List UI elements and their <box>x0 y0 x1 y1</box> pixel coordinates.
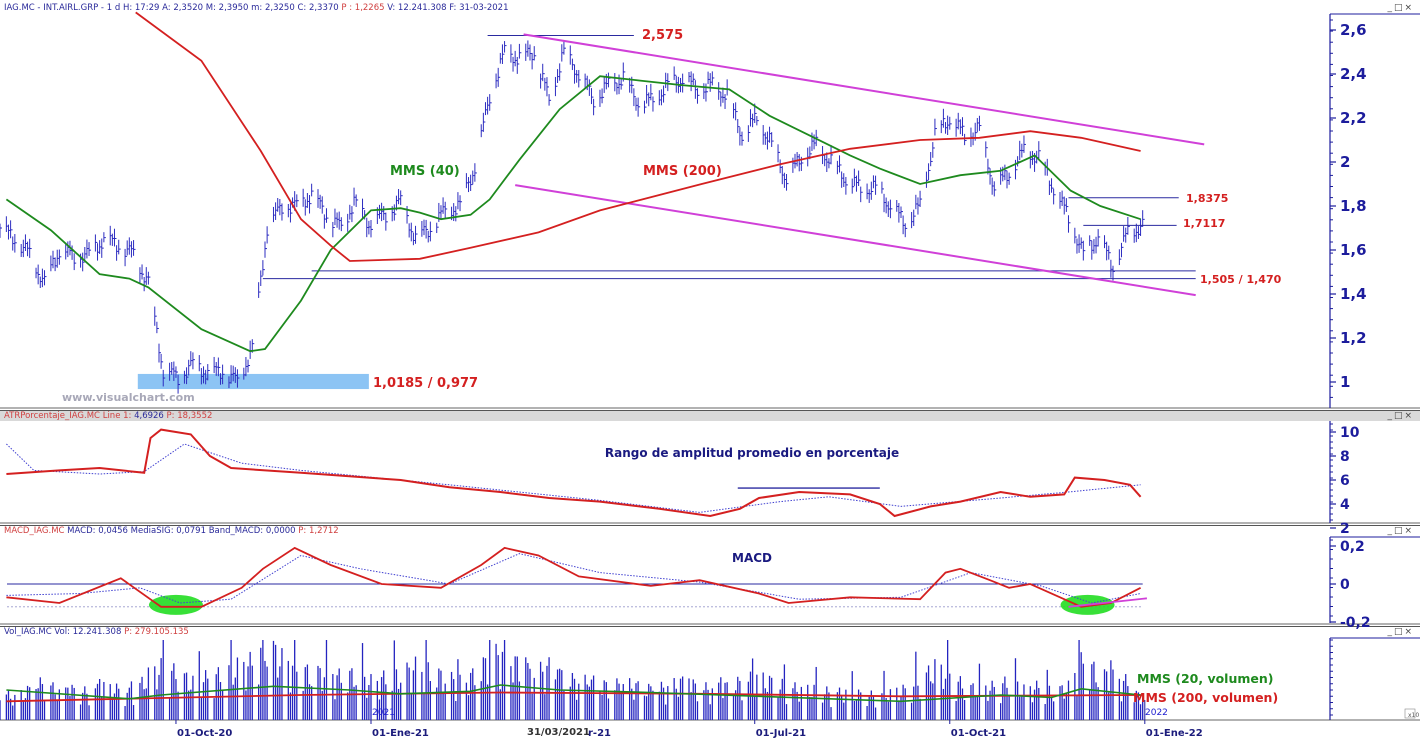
atr-signal-line <box>6 443 1141 513</box>
minimize-icon[interactable]: _ <box>1387 411 1394 421</box>
macd-name: MACD_IAG.MC <box>4 526 65 536</box>
y-tick-label: 0,2 <box>1340 539 1365 555</box>
y-tick-label: 2 <box>1340 153 1350 171</box>
date-label: F: 31-03-2021 <box>449 3 509 13</box>
macd-signal: MediaSIG: 0,0791 <box>130 526 206 536</box>
y-tick-label: 2,4 <box>1340 65 1367 83</box>
period-label: 1 d <box>106 3 121 13</box>
mms200-line <box>135 11 1141 262</box>
year-mark-2022: 2022 <box>1145 708 1168 718</box>
y-tick-label: 10 <box>1340 425 1360 441</box>
close-icon[interactable]: × <box>1404 3 1414 13</box>
volume-label: V: 12.241.308 <box>387 3 447 13</box>
minimize-icon[interactable]: _ <box>1387 627 1394 637</box>
vol-mms20-label: MMS (20, volumen) <box>1137 671 1273 686</box>
vol-p: P: 279.105.135 <box>124 627 189 637</box>
symbol-label: IAG.MC - INT.AIRL.GRP - <box>4 3 105 13</box>
maximize-icon[interactable]: □ <box>1393 3 1405 13</box>
mms40-label: MMS (40) <box>390 164 460 179</box>
watermark: www.visualchart.com <box>62 391 195 404</box>
x-tick-label: 01-Oct-20 <box>177 728 232 739</box>
y-tick-label: 4 <box>1340 497 1350 513</box>
y-tick-label: 1,6 <box>1340 241 1367 259</box>
mms40-line <box>5 75 1141 353</box>
y-tick-label: 2 <box>1340 521 1350 537</box>
maximize-icon[interactable]: □ <box>1393 411 1405 421</box>
macd-panel-header: MACD_IAG.MC MACD: 0,0456 MediaSIG: 0,079… <box>0 525 1420 536</box>
y-tick-label: -0,2 <box>1340 615 1371 631</box>
vol-mms200-label: MMS (200, volumen) <box>1133 690 1278 705</box>
atr-panel-header: ATRPorcentaje_IAG.MC Line 1: 4,6926 P: 1… <box>0 410 1420 421</box>
vol-value: Vol: 12.241.308 <box>54 627 122 637</box>
atr-line-value: 4,6926 <box>134 411 164 421</box>
macd-band: Band_MACD: 0,0000 <box>208 526 296 536</box>
close-icon[interactable]: × <box>1404 627 1414 637</box>
y-tick-label: 0 <box>1340 577 1350 593</box>
y-tick-label: 1 <box>1340 373 1350 391</box>
maximize-icon[interactable]: □ <box>1393 627 1405 637</box>
atr-line-label: Line 1: <box>102 411 132 421</box>
macd-value: MACD: 0,0456 <box>67 526 128 536</box>
y-tick-label: 2,2 <box>1340 109 1367 127</box>
level-label-2575: 2,575 <box>642 28 683 43</box>
close-icon[interactable]: × <box>1404 526 1414 536</box>
atr-title: Rango de amplitud promedio en porcentaje <box>605 446 899 460</box>
minimize-icon[interactable]: _ <box>1387 526 1394 536</box>
open-label: A: 2,3520 <box>162 3 204 13</box>
multiplier-badge-box <box>1404 708 1416 719</box>
close-label: C: 2,3370 <box>297 3 339 13</box>
channel-upper-line <box>523 33 1205 146</box>
window-controls[interactable]: _□× <box>1387 526 1414 537</box>
macd-p: P: 1,2712 <box>298 526 339 536</box>
vol-mms200-line <box>6 691 1141 703</box>
vol-mms20-line <box>6 684 1141 703</box>
level-label-support: 1,505 / 1,470 <box>1200 273 1282 286</box>
macd-line <box>6 546 1142 608</box>
close-icon[interactable]: × <box>1404 411 1414 421</box>
support-zone-label: 1,0185 / 0,977 <box>373 376 478 391</box>
maximize-icon[interactable]: □ <box>1393 526 1405 536</box>
volume-panel-header: Vol_IAG.MC Vol: 12.241.308 P: 279.105.13… <box>0 626 1420 637</box>
macd-highlight-ellipse <box>148 594 203 615</box>
level-label-17117: 1,7117 <box>1183 217 1225 230</box>
vol-name: Vol_IAG.MC <box>4 627 52 637</box>
x-tick-label: 01-Oct-21 <box>951 728 1006 739</box>
y-tick-label: 8 <box>1340 449 1350 465</box>
minimize-icon[interactable]: _ <box>1387 3 1394 13</box>
y-tick-label: 6 <box>1340 473 1350 489</box>
cursor-date-label: 31/03/2021 <box>527 727 590 738</box>
atr-line <box>6 428 1142 518</box>
support-zone <box>137 373 369 390</box>
window-controls[interactable]: _□× <box>1387 3 1414 14</box>
macd-trend-line <box>1068 597 1147 608</box>
x-tick-label: 01-Ene-21 <box>372 728 429 739</box>
time-label: H: 17:29 <box>122 3 160 13</box>
high-label: M: 2,3950 <box>205 3 249 13</box>
level-label-18375: 1,8375 <box>1186 192 1228 205</box>
atr-name: ATRPorcentaje_IAG.MC <box>4 411 100 421</box>
year-mark-2021: 2021 <box>372 708 395 718</box>
y-tick-label: 1,2 <box>1340 329 1367 347</box>
macd-signal-line <box>6 553 1141 604</box>
macd-title: MACD <box>732 551 772 565</box>
atr-p: P: 18,3552 <box>166 411 213 421</box>
window-controls[interactable]: _□× <box>1387 411 1414 422</box>
low-label: m: 2,3250 <box>251 3 295 13</box>
y-tick-label: 1,4 <box>1340 285 1367 303</box>
volume-multiplier-badge: x10 <box>1408 712 1419 719</box>
x-tick-label: 01-Jul-21 <box>756 728 806 739</box>
y-tick-label: 2,6 <box>1340 21 1367 39</box>
x-tick-label: 01-Ene-22 <box>1146 728 1203 739</box>
mms200-label: MMS (200) <box>643 164 722 179</box>
x-tick-partial: r-21 <box>588 728 611 739</box>
window-controls[interactable]: _□× <box>1387 627 1414 638</box>
y-tick-label: 1,8 <box>1340 197 1367 215</box>
p-label: P : 1,2265 <box>341 3 385 13</box>
price-panel-header: IAG.MC - INT.AIRL.GRP - 1 d H: 17:29 A: … <box>0 3 1420 14</box>
